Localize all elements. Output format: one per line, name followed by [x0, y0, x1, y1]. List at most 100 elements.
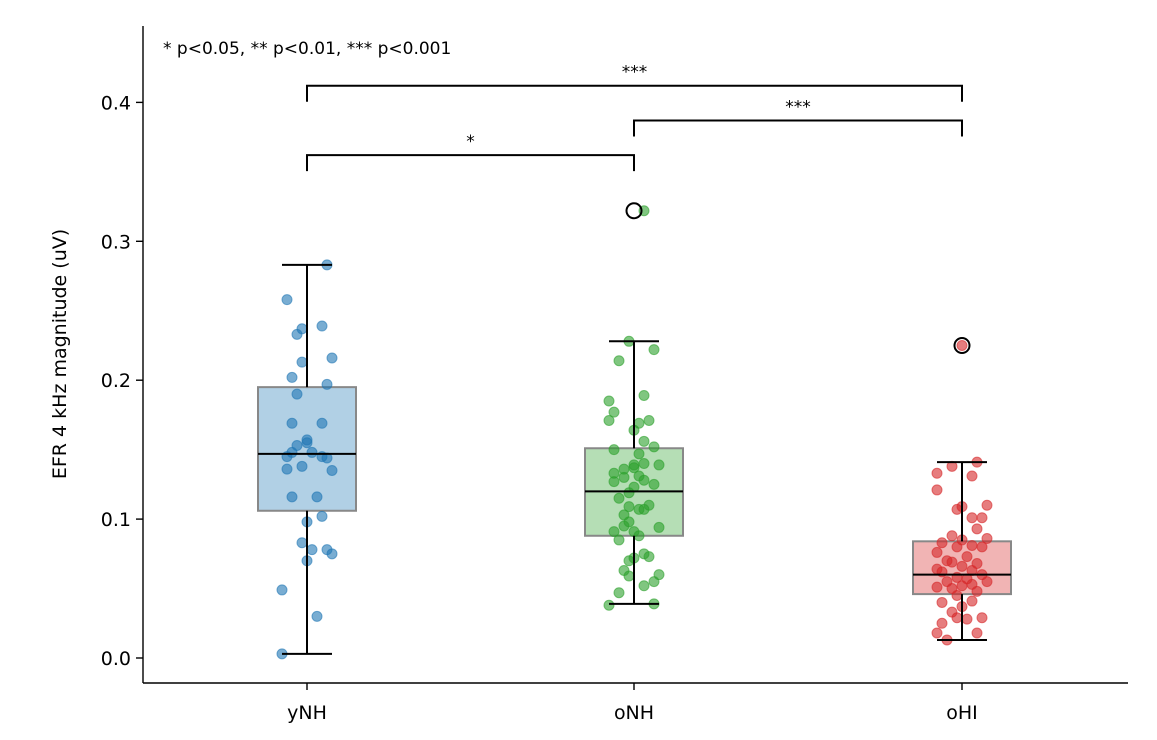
significance-bracket [633, 119, 963, 137]
data-point-oHI [976, 612, 988, 624]
y-tick-label: 0.3 [101, 231, 131, 253]
data-point-oHI [961, 613, 973, 625]
data-point-oNH [628, 459, 640, 471]
data-point-oNH [653, 459, 665, 471]
data-point-oNH [623, 555, 635, 567]
significance-legend-text: * p<0.05, ** p<0.01, *** p<0.001 [163, 39, 451, 59]
x-ticks: yNH oNH oHI [287, 683, 978, 724]
y-tick-label: 0.0 [101, 648, 131, 670]
data-point-yNH [296, 356, 308, 368]
data-point-yNH [281, 463, 293, 475]
box-yNH [257, 386, 357, 512]
data-point-yNH [316, 320, 328, 332]
data-point-oNH [608, 526, 620, 538]
data-point-oNH [638, 503, 650, 515]
data-point-oNH [638, 580, 650, 592]
data-point-yNH [281, 294, 293, 306]
data-point-oNH [608, 406, 620, 418]
data-point-oHI [971, 627, 983, 639]
data-point-oHI [971, 523, 983, 535]
data-point-yNH [306, 446, 318, 458]
data-point-oNH [623, 501, 635, 513]
data-point-yNH [316, 510, 328, 522]
data-point-oHI [966, 595, 978, 607]
data-point-oHI [976, 512, 988, 524]
data-point-yNH [286, 371, 298, 383]
data-point-oHI [966, 539, 978, 551]
data-point-oNH [643, 414, 655, 426]
data-point-oNH [638, 435, 650, 447]
data-point-yNH [286, 417, 298, 429]
data-point-yNH [321, 378, 333, 390]
data-point-oHI [941, 555, 953, 567]
data-point-oHI [931, 546, 943, 558]
data-point-oNH [633, 448, 645, 460]
data-point-oHI [931, 581, 943, 593]
data-point-yNH [311, 610, 323, 622]
data-point-yNH [296, 460, 308, 472]
y-ticks: 0.0 0.1 0.2 0.3 0.4 [101, 92, 143, 670]
data-point-yNH [296, 323, 308, 335]
data-point-oNH [628, 526, 640, 538]
data-point-oNH [608, 444, 620, 456]
data-point-oNH [648, 344, 660, 356]
y-axis-label: EFR 4 kHz magnitude (uV) [49, 229, 71, 479]
data-point-oHI [981, 533, 993, 545]
data-point-oHI [981, 499, 993, 511]
data-point-oNH [638, 548, 650, 560]
data-point-oHI [966, 512, 978, 524]
data-point-yNH [311, 491, 323, 503]
x-tick-label: yNH [287, 702, 327, 724]
data-point-oNH [608, 467, 620, 479]
data-point-oNH [613, 355, 625, 367]
data-point-yNH [296, 537, 308, 549]
outlier-marker [953, 336, 971, 354]
data-point-oNH [618, 509, 630, 521]
significance-label: *** [785, 97, 811, 117]
data-point-oHI [956, 560, 968, 572]
data-point-yNH [321, 544, 333, 556]
data-point-oHI [936, 617, 948, 629]
data-point-oNH [653, 521, 665, 533]
data-point-oNH [648, 478, 660, 490]
data-point-oHI [941, 576, 953, 588]
fliers [625, 202, 971, 354]
jitter-points [276, 205, 993, 660]
data-point-oHI [946, 530, 958, 542]
x-tick-label: oHI [946, 702, 978, 724]
data-point-oHI [936, 596, 948, 608]
data-point-yNH [306, 544, 318, 556]
data-point-yNH [286, 491, 298, 503]
significance-bracket [306, 84, 963, 102]
data-point-yNH [326, 464, 338, 476]
outlier-marker [625, 202, 643, 220]
data-point-oNH [603, 395, 615, 407]
data-point-oHI [971, 558, 983, 570]
data-point-oHI [931, 484, 943, 496]
data-point-oNH [638, 458, 650, 470]
data-point-oNH [613, 492, 625, 504]
data-point-oNH [633, 417, 645, 429]
y-tick-label: 0.2 [101, 370, 131, 392]
data-point-yNH [291, 388, 303, 400]
data-point-yNH [291, 439, 303, 451]
data-point-oNH [603, 414, 615, 426]
data-point-oHI [946, 606, 958, 618]
y-tick-label: 0.4 [101, 92, 131, 114]
data-point-oNH [638, 474, 650, 486]
data-point-oHI [956, 339, 968, 351]
data-point-oNH [603, 599, 615, 611]
data-point-yNH [276, 584, 288, 596]
data-point-yNH [301, 434, 313, 446]
data-point-oNH [653, 569, 665, 581]
data-point-oHI [961, 551, 973, 563]
significance-bracket [306, 154, 635, 172]
significance-label: *** [622, 63, 648, 83]
data-point-oNH [648, 441, 660, 453]
significance-label: * [466, 132, 475, 152]
data-point-oHI [931, 627, 943, 639]
data-point-oNH [613, 587, 625, 599]
data-point-yNH [326, 352, 338, 364]
data-point-oHI [966, 470, 978, 482]
